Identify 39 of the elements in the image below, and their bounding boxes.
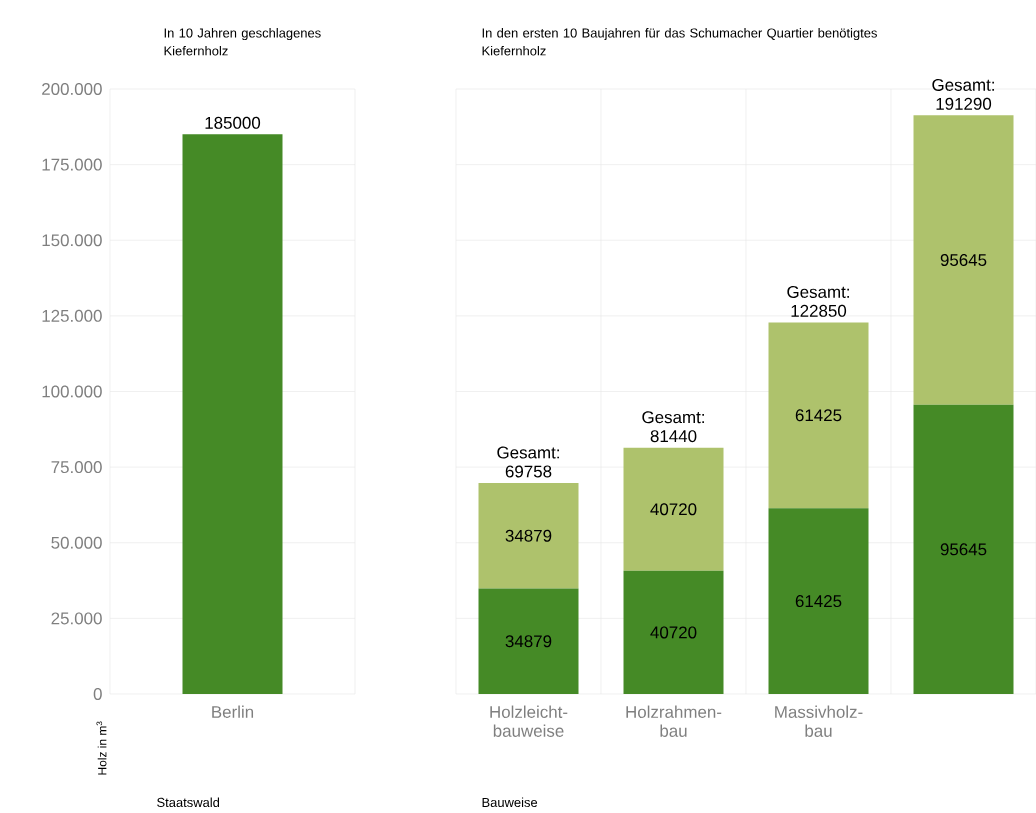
bar <box>913 115 1014 405</box>
data-label: 185000 <box>205 116 261 129</box>
bar <box>623 570 724 694</box>
data-label: 34879 <box>505 635 552 648</box>
y-tick-label: 150.000 <box>42 234 102 247</box>
chart-title: In 10 Jahren geschlagenes Kiefernholz <box>164 28 321 56</box>
data-label: 95645 <box>940 543 987 556</box>
x-tick-label: Holzleicht-bauweise <box>490 705 568 737</box>
data-label: 95645 <box>940 254 987 267</box>
bar <box>913 404 1014 694</box>
data-label: 61425 <box>795 595 842 608</box>
bar <box>478 482 579 589</box>
y-tick-label: 25.000 <box>51 612 102 625</box>
x-axis-title: Bauweise <box>482 797 538 808</box>
y-tick-label: 75.000 <box>51 461 102 474</box>
y-tick-label: 125.000 <box>42 309 102 322</box>
y-tick-label: 0 <box>93 688 102 700</box>
total-label: Gesamt: 81440 <box>642 411 704 443</box>
y-axis-title: Holz in m$^{3}$ <box>96 721 107 775</box>
total-label: Gesamt: 191290 <box>932 78 994 110</box>
chart-title: In den ersten 10 Baujahren für das Schumacher Quartier benötigtes Kiefernholz <box>482 28 877 56</box>
total-label: Gesamt: 122850 <box>787 285 849 317</box>
data-label: 34879 <box>505 529 552 542</box>
y-tick-label: 50.000 <box>51 536 102 549</box>
x-tick-label: Berlin <box>212 705 254 718</box>
total-label: Gesamt: 69758 <box>497 446 559 478</box>
data-label: 40720 <box>650 626 697 639</box>
data-label: 61425 <box>795 409 842 422</box>
x-axis-title: Staatswald <box>157 797 220 808</box>
y-tick-label: 200.000 <box>42 83 102 95</box>
x-tick-label: Massivholz-bau <box>775 705 863 737</box>
y-tick-label: 175.000 <box>42 158 102 171</box>
x-tick-label: Holzrahmen-bau <box>626 705 722 737</box>
bar <box>768 508 869 694</box>
bar <box>623 447 724 571</box>
data-label: 40720 <box>650 503 697 516</box>
y-tick-label: 100.000 <box>42 385 102 398</box>
bar <box>478 588 579 694</box>
bar <box>768 322 869 509</box>
